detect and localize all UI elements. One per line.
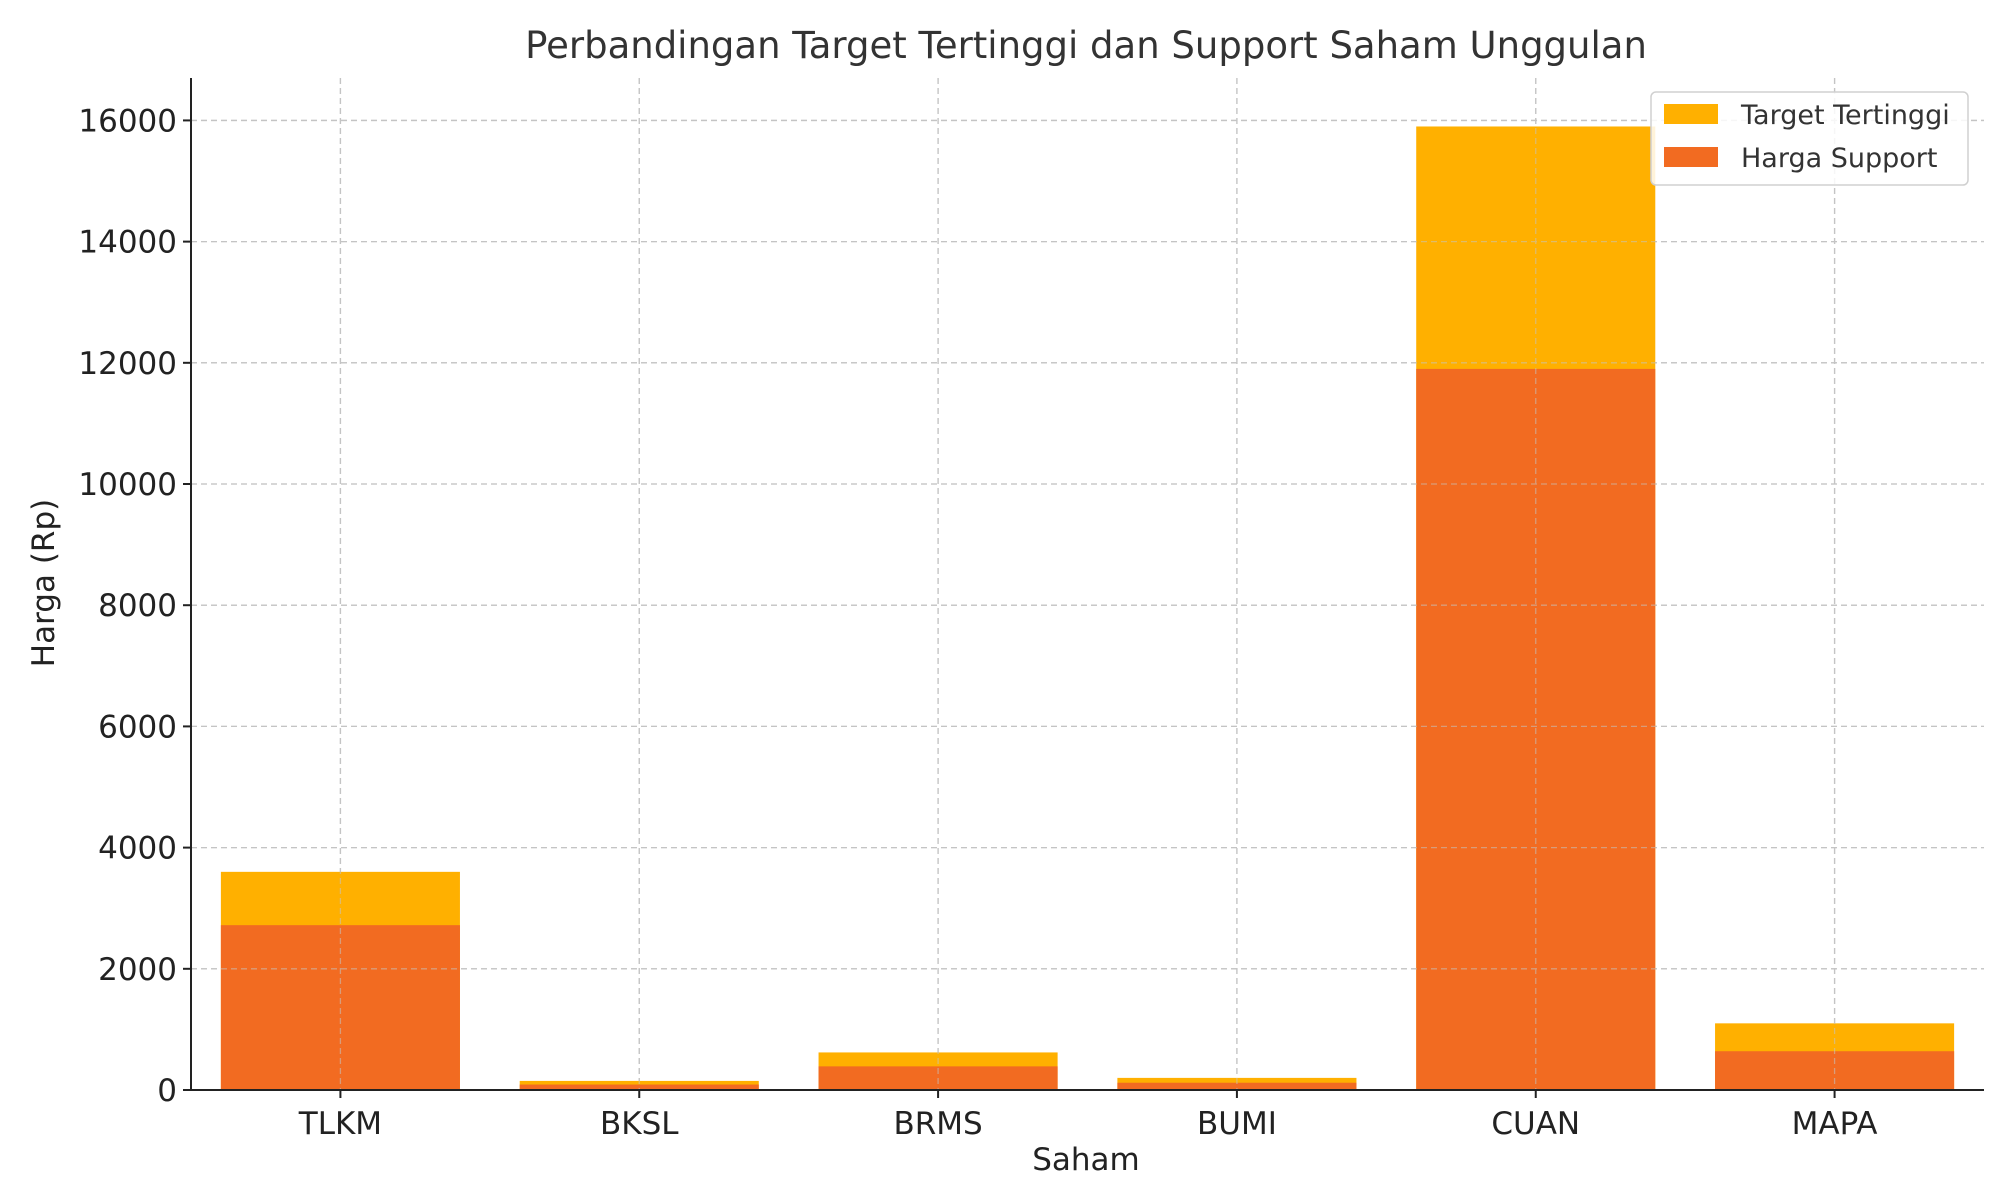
y-tick-label-8000: 8000 (98, 588, 177, 624)
x-tick-label-cuan: CUAN (1491, 1106, 1580, 1142)
chart-title: Perbandingan Target Tertinggi dan Suppor… (525, 24, 1647, 67)
x-axis-label: Saham (1032, 1142, 1140, 1178)
y-tick-label-12000: 12000 (78, 346, 177, 382)
x-tick-label-bksl: BKSL (600, 1106, 679, 1142)
x-tick-label-bumi: BUMI (1197, 1106, 1277, 1142)
y-ticks: 0 2000 4000 6000 8000 10000 12000 14000 16000 (78, 103, 191, 1109)
legend-swatch-target-tertinggi (1664, 104, 1718, 124)
axes (190, 78, 1984, 1091)
x-tick-label-brms: BRMS (893, 1106, 982, 1142)
y-tick-label-14000: 14000 (78, 225, 177, 261)
bar-harga-support-bksl (519, 1084, 759, 1090)
y-tick-label-6000: 6000 (98, 709, 177, 745)
legend-swatch-harga-support (1664, 147, 1718, 167)
x-tick-label-mapa: MAPA (1792, 1106, 1878, 1142)
bar-harga-support-bumi (1117, 1082, 1357, 1090)
legend-label-harga-support: Harga Support (1741, 143, 1937, 174)
y-tick-label-10000: 10000 (78, 467, 177, 503)
legend-box (1650, 91, 1969, 186)
x-tick-label-tlkm: TLKM (298, 1106, 382, 1142)
x-ticks: TLKM BKSL BRMS BUMI CUAN MAPA (298, 1090, 1878, 1142)
bars (191, 78, 1984, 1091)
legend-label-target-tertinggi: Target Tertinggi (1740, 100, 1950, 131)
y-axis-label: Harga (Rp) (26, 499, 62, 667)
y-tick-label-4000: 4000 (98, 831, 177, 867)
legend: Target Tertinggi Harga Support (1650, 91, 1969, 186)
y-tick-label-16000: 16000 (78, 103, 177, 139)
y-tick-label-2000: 2000 (98, 952, 177, 988)
y-tick-label-0: 0 (157, 1073, 177, 1109)
